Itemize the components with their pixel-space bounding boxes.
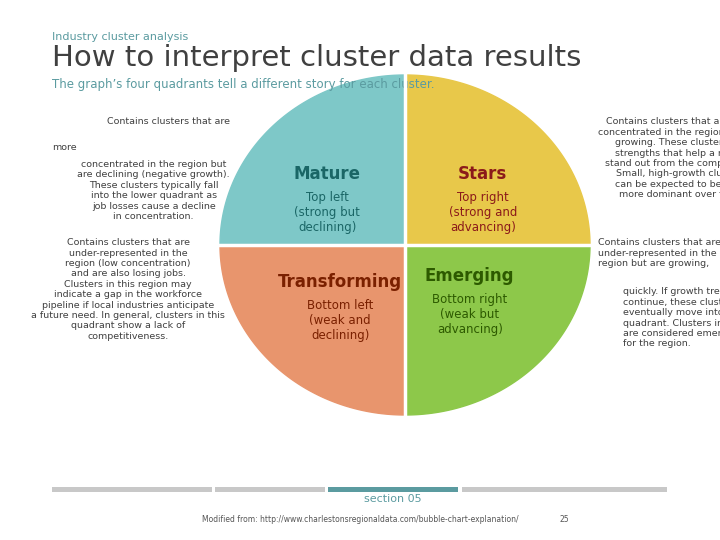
Bar xyxy=(52,487,212,492)
Text: Stars: Stars xyxy=(458,165,508,183)
Text: section 05: section 05 xyxy=(364,494,422,504)
Polygon shape xyxy=(220,75,405,245)
Text: Top left
(strong but
declining): Top left (strong but declining) xyxy=(294,191,360,234)
Text: Contains clusters that are
under-represented in the
region but are growing,: Contains clusters that are under-represe… xyxy=(598,238,720,268)
Text: Modified from: http://www.charlestonsregionaldata.com/bubble-chart-explanation/: Modified from: http://www.charlestonsreg… xyxy=(202,516,518,524)
Bar xyxy=(215,487,325,492)
Text: quickly. If growth trends
continue, these clusters will
eventually move into the: quickly. If growth trends continue, thes… xyxy=(623,287,720,348)
Text: Contains clusters that are more
concentrated in the region and are
growing. Thes: Contains clusters that are more concentr… xyxy=(598,118,720,199)
Bar xyxy=(462,487,667,492)
Text: Bottom right
(weak but
advancing): Bottom right (weak but advancing) xyxy=(432,293,508,335)
Text: Contains clusters that are
under-represented in the
region (low concentration)
a: Contains clusters that are under-represe… xyxy=(31,238,225,341)
Text: Contains clusters that are: Contains clusters that are xyxy=(107,118,230,126)
Text: Emerging: Emerging xyxy=(425,267,515,285)
Polygon shape xyxy=(405,75,590,245)
Polygon shape xyxy=(405,245,590,415)
Text: Industry cluster analysis: Industry cluster analysis xyxy=(52,32,188,42)
Text: Bottom left
(weak and
declining): Bottom left (weak and declining) xyxy=(307,299,374,342)
Polygon shape xyxy=(220,245,405,415)
Text: Top right
(strong and
advancing): Top right (strong and advancing) xyxy=(449,191,517,234)
Text: concentrated in the region but
are declining (negative growth).
These clusters t: concentrated in the region but are decli… xyxy=(77,160,230,221)
Text: How to interpret cluster data results: How to interpret cluster data results xyxy=(52,44,581,72)
Text: Mature: Mature xyxy=(294,165,361,183)
Text: 25: 25 xyxy=(560,516,570,524)
Text: more: more xyxy=(52,143,76,152)
Text: The graph’s four quadrants tell a different story for each cluster.: The graph’s four quadrants tell a differ… xyxy=(52,78,434,91)
Text: Transforming: Transforming xyxy=(278,273,402,292)
Bar xyxy=(328,487,458,492)
